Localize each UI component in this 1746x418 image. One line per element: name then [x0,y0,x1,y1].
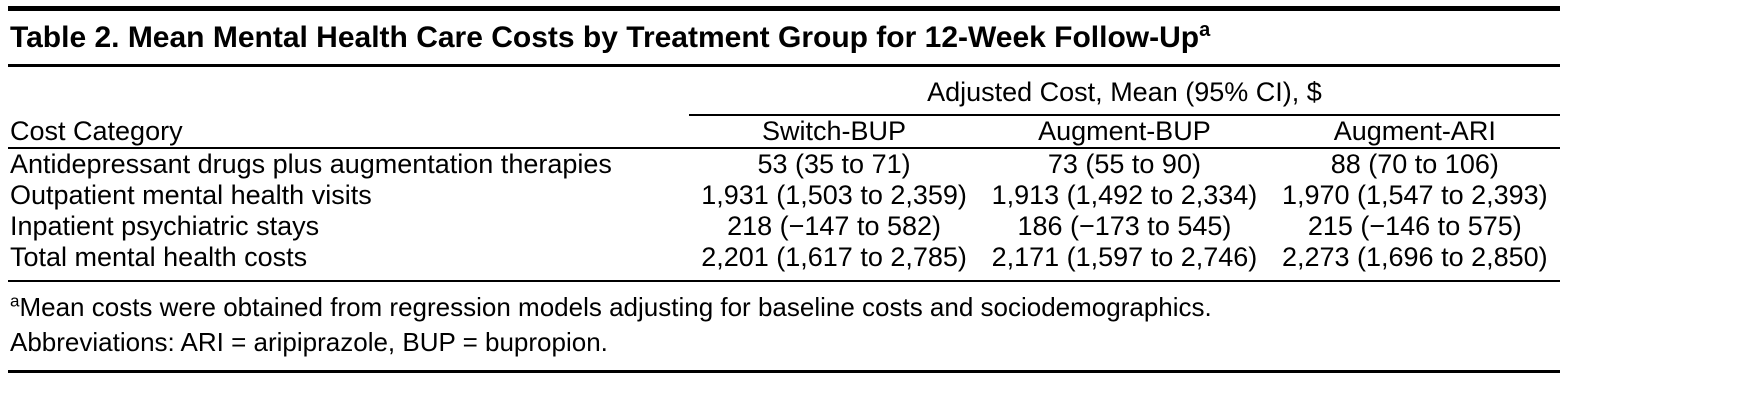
column-header-augment-bup: Augment-BUP [979,115,1270,149]
row-label: Inpatient psychiatric stays [10,211,320,241]
footnote-abbreviations: Abbreviations: ARI = aripiprazole, BUP =… [10,325,1558,360]
bottom-rule [8,370,1560,373]
table-row: Outpatient mental health visits 1,931 (1… [8,180,1560,211]
table-cell: 1,970 (1,547 to 2,393) [1281,180,1548,210]
row-label: Total mental health costs [8,242,689,282]
column-header-switch-bup: Switch-BUP [688,115,980,149]
row-label: Outpatient mental health visits [10,180,372,210]
costs-table: Adjusted Cost, Mean (95% CI), $ Cost Cat… [8,67,1560,282]
table-cell: 53 (35 to 71) [757,149,911,179]
table-cell: 186 (−173 to 545) [1017,211,1232,241]
table-row: Antidepressant drugs plus augmentation t… [8,148,1560,180]
column-header-cost-category: Cost Category [8,115,689,149]
footnote-text: Abbreviations: ARI = aripiprazole, BUP =… [10,327,608,357]
spanning-header-spacer [8,67,689,115]
table-cell: 1,913 (1,492 to 2,334) [991,180,1258,210]
table-title: Table 2. Mean Mental Health Care Costs b… [8,11,1560,67]
table-cell: 2,171 (1,597 to 2,746) [979,242,1270,282]
top-rule [8,6,1560,11]
table-cell: 2,201 (1,617 to 2,785) [688,242,980,282]
table-title-text: Table 2. Mean Mental Health Care Costs b… [10,21,1200,54]
column-header-augment-ari: Augment-ARI [1269,115,1560,149]
footnote-marker: a [10,291,20,311]
footnotes: aMean costs were obtained from regressio… [8,282,1560,370]
table-title-superscript: a [1199,19,1211,41]
spanning-header: Adjusted Cost, Mean (95% CI), $ [688,67,1560,116]
table-row: Total mental health costs 2,201 (1,617 t… [8,242,1560,282]
table-container: Table 2. Mean Mental Health Care Costs b… [8,0,1560,373]
row-label: Antidepressant drugs plus augmentation t… [10,149,612,179]
column-header-row: Cost Category Switch-BUP Augment-BUP Aug… [8,115,1560,149]
table-cell: 218 (−147 to 582) [727,211,942,241]
table-row: Inpatient psychiatric stays 218 (−147 to… [8,211,1560,242]
table-cell: 215 (−146 to 575) [1307,211,1522,241]
table-cell: 88 (70 to 106) [1330,149,1499,179]
footnote-regression: aMean costs were obtained from regressio… [10,290,1558,325]
footnote-text: Mean costs were obtained from regression… [19,292,1212,322]
spanning-header-row: Adjusted Cost, Mean (95% CI), $ [8,67,1560,116]
table-cell: 1,931 (1,503 to 2,359) [701,180,967,210]
table-cell: 2,273 (1,696 to 2,850) [1269,242,1560,282]
table-cell: 73 (55 to 90) [1047,149,1201,179]
